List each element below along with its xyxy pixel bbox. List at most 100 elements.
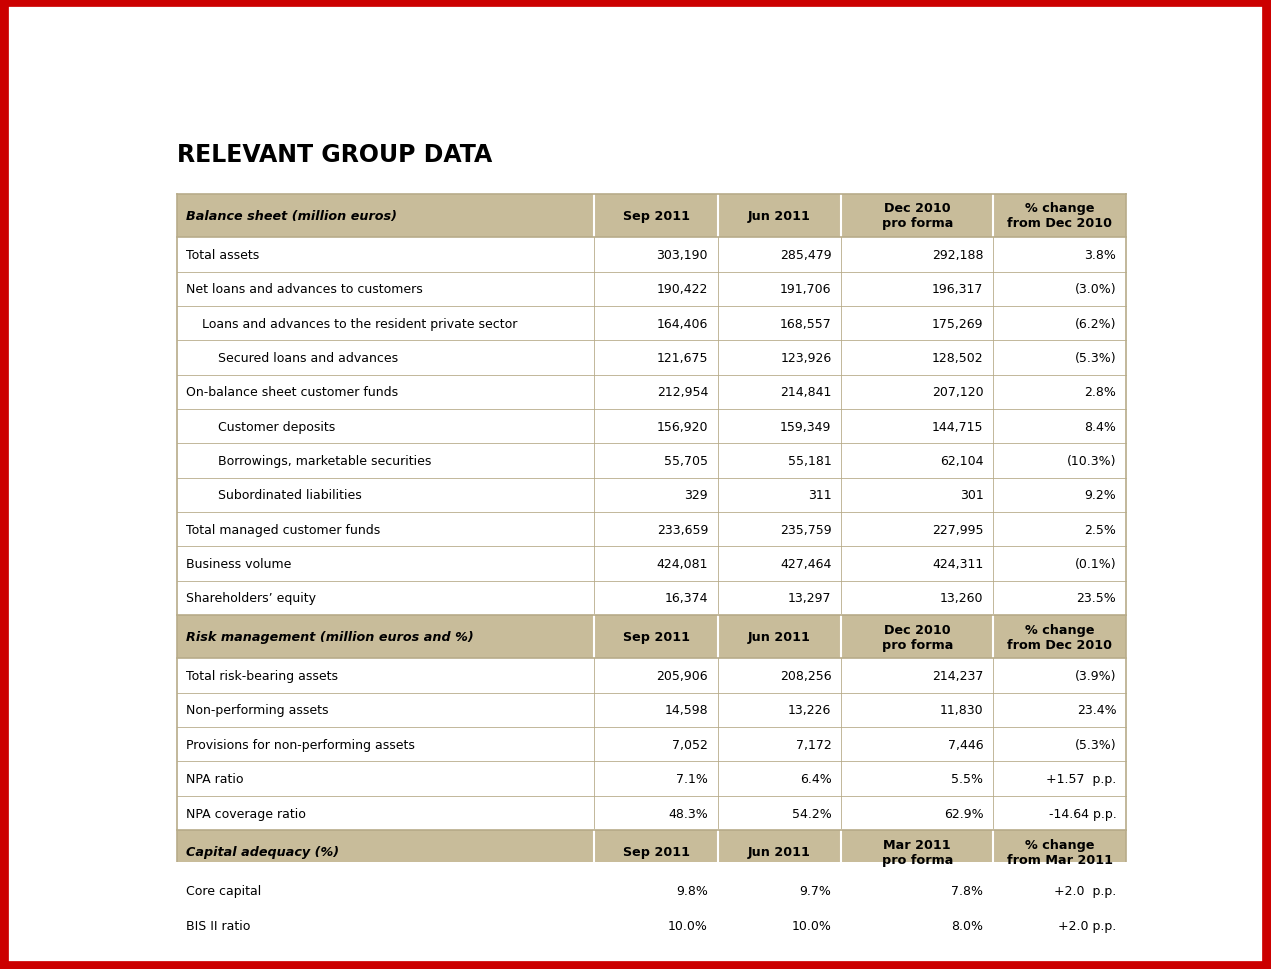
Bar bbox=[177, 581, 1126, 615]
Text: 23.5%: 23.5% bbox=[1077, 592, 1116, 605]
Text: 227,995: 227,995 bbox=[932, 523, 984, 536]
Text: -14.64 p.p.: -14.64 p.p. bbox=[1049, 806, 1116, 820]
Bar bbox=[177, 478, 1126, 513]
Bar bbox=[177, 659, 1126, 693]
Text: Jun 2011: Jun 2011 bbox=[749, 846, 811, 859]
Bar bbox=[177, 908, 1126, 942]
Text: 10.0%: 10.0% bbox=[669, 919, 708, 931]
Bar bbox=[177, 195, 1126, 238]
Bar bbox=[177, 830, 1126, 874]
Bar bbox=[177, 272, 1126, 306]
Bar bbox=[177, 796, 1126, 830]
Text: Sep 2011: Sep 2011 bbox=[623, 631, 690, 643]
Text: Risk management (million euros and %): Risk management (million euros and %) bbox=[187, 631, 474, 643]
Text: 233,659: 233,659 bbox=[657, 523, 708, 536]
Text: 23.4%: 23.4% bbox=[1077, 703, 1116, 717]
Bar bbox=[177, 306, 1126, 341]
Bar bbox=[177, 874, 1126, 908]
Text: 285,479: 285,479 bbox=[780, 249, 831, 262]
Text: 156,920: 156,920 bbox=[657, 421, 708, 433]
Bar bbox=[177, 444, 1126, 478]
Text: Secured loans and advances: Secured loans and advances bbox=[219, 352, 398, 364]
Text: Net loans and advances to customers: Net loans and advances to customers bbox=[187, 283, 423, 296]
Text: 55,181: 55,181 bbox=[788, 454, 831, 467]
Text: Loans and advances to the resident private sector: Loans and advances to the resident priva… bbox=[202, 317, 517, 330]
Text: (6.2%): (6.2%) bbox=[1075, 317, 1116, 330]
Text: (10.3%): (10.3%) bbox=[1066, 454, 1116, 467]
Text: Non-performing assets: Non-performing assets bbox=[187, 703, 329, 717]
Text: 212,954: 212,954 bbox=[657, 386, 708, 399]
Text: 2.5%: 2.5% bbox=[1084, 523, 1116, 536]
Bar bbox=[177, 693, 1126, 728]
Text: BIS II ratio: BIS II ratio bbox=[187, 919, 250, 931]
Text: 311: 311 bbox=[808, 488, 831, 502]
Text: 8.0%: 8.0% bbox=[952, 919, 984, 931]
Text: 196,317: 196,317 bbox=[932, 283, 984, 296]
Text: 7,052: 7,052 bbox=[672, 738, 708, 751]
Text: 329: 329 bbox=[684, 488, 708, 502]
Text: 7,172: 7,172 bbox=[796, 738, 831, 751]
Text: 427,464: 427,464 bbox=[780, 557, 831, 571]
Text: 7,446: 7,446 bbox=[948, 738, 984, 751]
Text: 16,374: 16,374 bbox=[665, 592, 708, 605]
Text: 3.8%: 3.8% bbox=[1084, 249, 1116, 262]
Text: 62,104: 62,104 bbox=[939, 454, 984, 467]
Text: 9.2%: 9.2% bbox=[1084, 488, 1116, 502]
Text: Core capital: Core capital bbox=[187, 885, 262, 897]
Text: 235,759: 235,759 bbox=[780, 523, 831, 536]
Text: 10.0%: 10.0% bbox=[792, 919, 831, 931]
Text: 128,502: 128,502 bbox=[932, 352, 984, 364]
Text: (5.3%): (5.3%) bbox=[1075, 352, 1116, 364]
Text: 292,188: 292,188 bbox=[932, 249, 984, 262]
Text: 424,081: 424,081 bbox=[657, 557, 708, 571]
Text: 11,830: 11,830 bbox=[939, 703, 984, 717]
Text: +2.0  p.p.: +2.0 p.p. bbox=[1054, 885, 1116, 897]
Text: NPA ratio: NPA ratio bbox=[187, 772, 244, 785]
Text: Sep 2011: Sep 2011 bbox=[623, 846, 690, 859]
Text: 301: 301 bbox=[960, 488, 984, 502]
Bar bbox=[177, 410, 1126, 444]
Text: (0.1%): (0.1%) bbox=[1075, 557, 1116, 571]
Text: Customer deposits: Customer deposits bbox=[219, 421, 336, 433]
Text: 121,675: 121,675 bbox=[657, 352, 708, 364]
Text: Jun 2011: Jun 2011 bbox=[749, 631, 811, 643]
Text: 13,297: 13,297 bbox=[788, 592, 831, 605]
Text: Total assets: Total assets bbox=[187, 249, 259, 262]
Text: 13,260: 13,260 bbox=[939, 592, 984, 605]
Text: 7.8%: 7.8% bbox=[952, 885, 984, 897]
Text: Shareholders’ equity: Shareholders’ equity bbox=[187, 592, 316, 605]
Text: 208,256: 208,256 bbox=[780, 670, 831, 682]
Bar bbox=[177, 341, 1126, 375]
Text: 164,406: 164,406 bbox=[657, 317, 708, 330]
Text: 207,120: 207,120 bbox=[932, 386, 984, 399]
Text: Subordinated liabilities: Subordinated liabilities bbox=[219, 488, 362, 502]
Bar bbox=[177, 615, 1126, 659]
Text: 62.9%: 62.9% bbox=[944, 806, 984, 820]
Text: 13,226: 13,226 bbox=[788, 703, 831, 717]
Text: 123,926: 123,926 bbox=[780, 352, 831, 364]
Text: Dec 2010
pro forma: Dec 2010 pro forma bbox=[882, 203, 953, 231]
Text: 214,237: 214,237 bbox=[932, 670, 984, 682]
Text: 9.8%: 9.8% bbox=[676, 885, 708, 897]
Text: 55,705: 55,705 bbox=[663, 454, 708, 467]
Text: 144,715: 144,715 bbox=[932, 421, 984, 433]
Text: NPA coverage ratio: NPA coverage ratio bbox=[187, 806, 306, 820]
Text: Total managed customer funds: Total managed customer funds bbox=[187, 523, 381, 536]
Text: 159,349: 159,349 bbox=[780, 421, 831, 433]
Bar bbox=[177, 238, 1126, 272]
Text: % change
from Dec 2010: % change from Dec 2010 bbox=[1007, 203, 1112, 231]
Text: 175,269: 175,269 bbox=[932, 317, 984, 330]
Text: +1.57  p.p.: +1.57 p.p. bbox=[1046, 772, 1116, 785]
Text: Provisions for non-performing assets: Provisions for non-performing assets bbox=[187, 738, 416, 751]
Bar bbox=[177, 762, 1126, 796]
Text: 190,422: 190,422 bbox=[657, 283, 708, 296]
Text: 7.1%: 7.1% bbox=[676, 772, 708, 785]
Text: Capital adequacy (%): Capital adequacy (%) bbox=[187, 846, 339, 859]
Text: (3.0%): (3.0%) bbox=[1075, 283, 1116, 296]
Text: 214,841: 214,841 bbox=[780, 386, 831, 399]
Text: Balance sheet (million euros): Balance sheet (million euros) bbox=[187, 209, 398, 223]
Text: 2.8%: 2.8% bbox=[1084, 386, 1116, 399]
Text: 14,598: 14,598 bbox=[665, 703, 708, 717]
Text: On-balance sheet customer funds: On-balance sheet customer funds bbox=[187, 386, 399, 399]
Text: 5.5%: 5.5% bbox=[952, 772, 984, 785]
